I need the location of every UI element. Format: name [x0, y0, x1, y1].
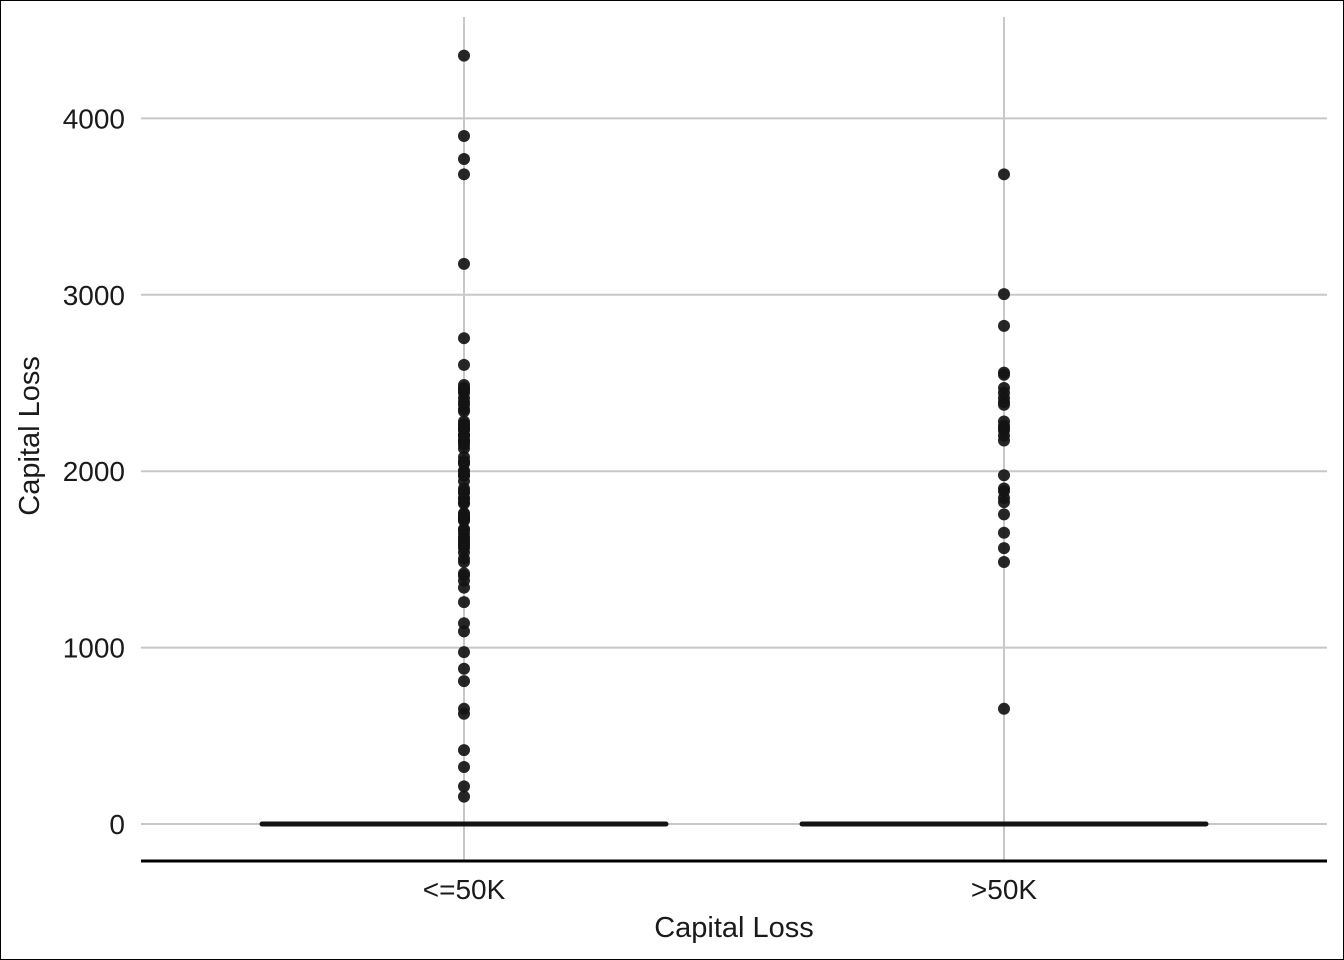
outlier-point — [458, 646, 470, 659]
outlier-point — [458, 378, 470, 391]
outlier-point — [458, 332, 470, 345]
y-tick-label: 2000 — [63, 456, 125, 487]
outlier-point — [458, 675, 470, 688]
y-tick-label: 1000 — [63, 633, 125, 664]
outlier-point — [458, 702, 470, 715]
outlier-point — [998, 482, 1010, 495]
outlier-point — [458, 596, 470, 609]
outlier-point — [458, 49, 470, 62]
y-tick-label: 0 — [109, 809, 125, 840]
outlier-point — [998, 702, 1010, 715]
boxes — [259, 821, 1209, 827]
outlier-point — [458, 451, 470, 464]
outlier-point — [458, 790, 470, 803]
x-tick-label: >50K — [971, 874, 1037, 905]
x-axis-title: Capital Loss — [654, 912, 814, 944]
outlier-point — [458, 415, 470, 428]
outlier-point — [998, 288, 1010, 301]
x-tick-labels: <=50K >50K — [423, 874, 1038, 905]
outlier-point — [458, 617, 470, 630]
outlier-point — [998, 319, 1010, 332]
outlier-point — [458, 780, 470, 793]
outlier-point — [458, 152, 470, 165]
outlier-point — [458, 257, 470, 270]
outlier-point — [458, 761, 470, 774]
outlier-point — [458, 662, 470, 675]
outlier-point — [458, 358, 470, 371]
x-tick-label: <=50K — [423, 874, 506, 905]
outlier-point — [998, 381, 1010, 394]
outlier-point — [998, 508, 1010, 521]
outlier-point — [998, 469, 1010, 482]
outlier-points — [458, 49, 1010, 803]
outlier-point — [998, 168, 1010, 181]
outlier-point — [458, 744, 470, 757]
outlier-point — [458, 523, 470, 536]
outlier-point — [458, 130, 470, 143]
outlier-point — [458, 507, 470, 520]
outlier-point — [998, 366, 1010, 379]
outlier-point — [998, 415, 1010, 428]
outlier-point — [998, 542, 1010, 555]
y-tick-label: 4000 — [63, 103, 125, 134]
outlier-point — [998, 556, 1010, 569]
grid — [141, 17, 1327, 861]
y-tick-labels: 0 1000 2000 3000 4000 — [63, 103, 125, 840]
y-axis-title: Capital Loss — [14, 356, 46, 516]
y-tick-label: 3000 — [63, 280, 125, 311]
outlier-point — [458, 168, 470, 181]
outlier-point — [458, 567, 470, 580]
outlier-point — [998, 526, 1010, 539]
